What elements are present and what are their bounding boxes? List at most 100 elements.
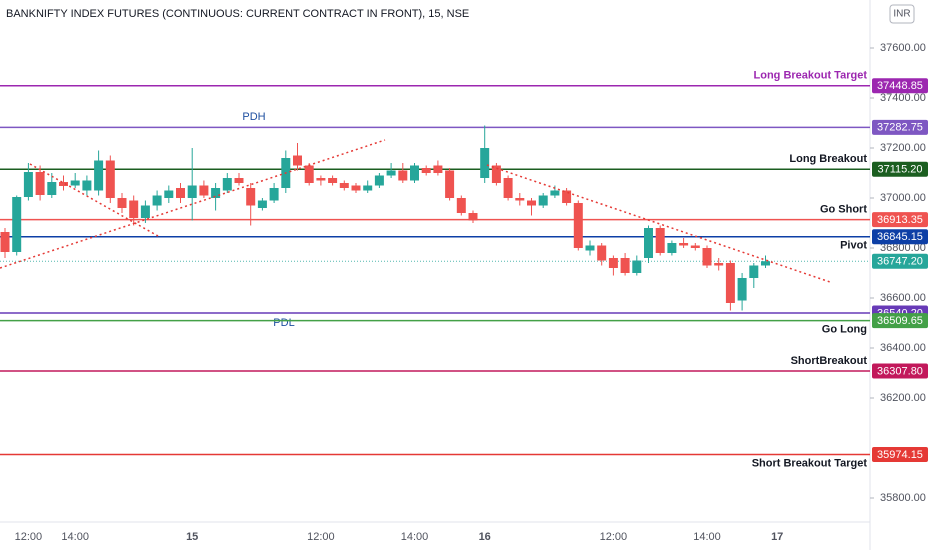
price-tag-label: 37115.20 — [877, 164, 922, 176]
chart-title: BANKNIFTY INDEX FUTURES (CONTINUOUS: CUR… — [6, 8, 469, 20]
candle-body — [503, 178, 513, 198]
price-tag-label: 36845.15 — [877, 231, 923, 243]
y-tick-label: 37000.00 — [880, 192, 926, 204]
price-tag — [872, 253, 928, 269]
y-tick-label: 36200.00 — [880, 392, 926, 404]
level-label: Long Breakout — [789, 153, 867, 165]
y-tick-label: 37600.00 — [880, 42, 926, 54]
level-label: Pivot — [840, 240, 867, 252]
candle-body — [374, 175, 384, 186]
candle-body — [23, 172, 33, 197]
candle-body — [410, 165, 419, 181]
candle-body — [468, 213, 478, 221]
candle-body — [515, 198, 525, 201]
x-tick-label: 12:00 — [307, 531, 335, 543]
price-tag — [872, 212, 928, 228]
candle-body — [176, 188, 185, 198]
candle-body — [316, 178, 326, 181]
level-label: PDH — [242, 111, 265, 123]
candle-body — [0, 232, 10, 252]
level-label: Go Short — [820, 204, 867, 216]
candle-body — [398, 170, 408, 181]
level-label: Go Long — [822, 323, 867, 335]
price-tag-label: 37282.75 — [877, 122, 923, 134]
candle-body — [269, 188, 279, 201]
candle-body — [386, 170, 396, 176]
candle-body — [328, 178, 338, 183]
y-tick-label: 35800.00 — [880, 492, 926, 504]
candle-body — [82, 180, 92, 191]
candle-body — [187, 185, 197, 198]
candle-body — [480, 148, 490, 178]
candle-body — [293, 155, 302, 166]
y-tick-label: 37200.00 — [880, 142, 926, 154]
candle-body — [94, 160, 104, 191]
candle-body — [632, 260, 642, 273]
x-tick-label: 14:00 — [693, 531, 721, 543]
candle-body — [70, 180, 80, 186]
x-tick-label: 16 — [479, 531, 491, 543]
candle-body — [35, 172, 45, 195]
candle-body — [421, 168, 431, 173]
currency-button[interactable] — [889, 4, 915, 24]
level-label: ShortBreakout — [791, 355, 868, 367]
candle-body — [222, 178, 232, 191]
candle-body — [562, 190, 572, 203]
candle-body — [47, 182, 57, 195]
candle-body — [737, 278, 747, 301]
x-tick-label: 15 — [186, 531, 198, 543]
y-tick-label: 36800.00 — [880, 242, 926, 254]
price-tag — [872, 313, 928, 329]
candle-body — [339, 183, 349, 188]
price-tag-label: 36307.80 — [877, 365, 923, 377]
candle-body — [690, 245, 700, 248]
x-tick-label: 14:00 — [401, 531, 429, 543]
price-tag — [872, 161, 928, 177]
price-tag — [872, 229, 928, 245]
price-tag — [872, 446, 928, 462]
x-tick-label: 17 — [771, 531, 783, 543]
candle-body — [702, 248, 712, 266]
candle-body — [363, 185, 373, 191]
candle-body — [527, 200, 536, 206]
x-tick-label: 12:00 — [15, 531, 43, 543]
candle-body — [655, 228, 665, 253]
candle-body — [445, 170, 455, 198]
price-tag-label: 36747.20 — [877, 256, 923, 268]
level-label: Long Breakout Target — [754, 70, 868, 82]
candle-body — [538, 195, 548, 206]
candle-body — [129, 200, 139, 218]
candle-body — [257, 200, 267, 208]
candle-body — [644, 228, 653, 258]
candle-body — [199, 185, 209, 196]
candle-body — [456, 198, 466, 213]
trend-line — [486, 164, 831, 283]
y-tick-label: 36600.00 — [880, 292, 926, 304]
candle-body — [585, 245, 595, 251]
level-label: PDL — [273, 317, 294, 329]
candle-body — [304, 165, 314, 183]
candle-body — [573, 203, 583, 248]
candle-body — [105, 160, 115, 198]
candle-body — [433, 165, 443, 173]
candle-body — [679, 243, 689, 246]
currency-label[interactable]: INR — [893, 9, 910, 20]
candle-body — [620, 258, 630, 273]
candle-body — [667, 243, 677, 253]
candle-body — [725, 263, 735, 303]
y-tick-label: 37400.00 — [880, 92, 926, 104]
candle-body — [608, 258, 618, 268]
axes: 37600.00 37400.00 37200.00 37000.00 36800.00… — [15, 42, 928, 543]
level-label: Short Breakout Target — [752, 457, 868, 469]
candle-body — [550, 190, 560, 196]
x-tick-label: 14:00 — [61, 531, 89, 543]
candles — [0, 125, 770, 311]
price-tag — [872, 363, 928, 379]
x-tick-label: 12:00 — [600, 531, 628, 543]
candle-body — [714, 263, 724, 266]
price-tag-label: 36913.35 — [877, 214, 923, 226]
candle-body — [211, 188, 221, 198]
trend-lines — [0, 139, 831, 283]
